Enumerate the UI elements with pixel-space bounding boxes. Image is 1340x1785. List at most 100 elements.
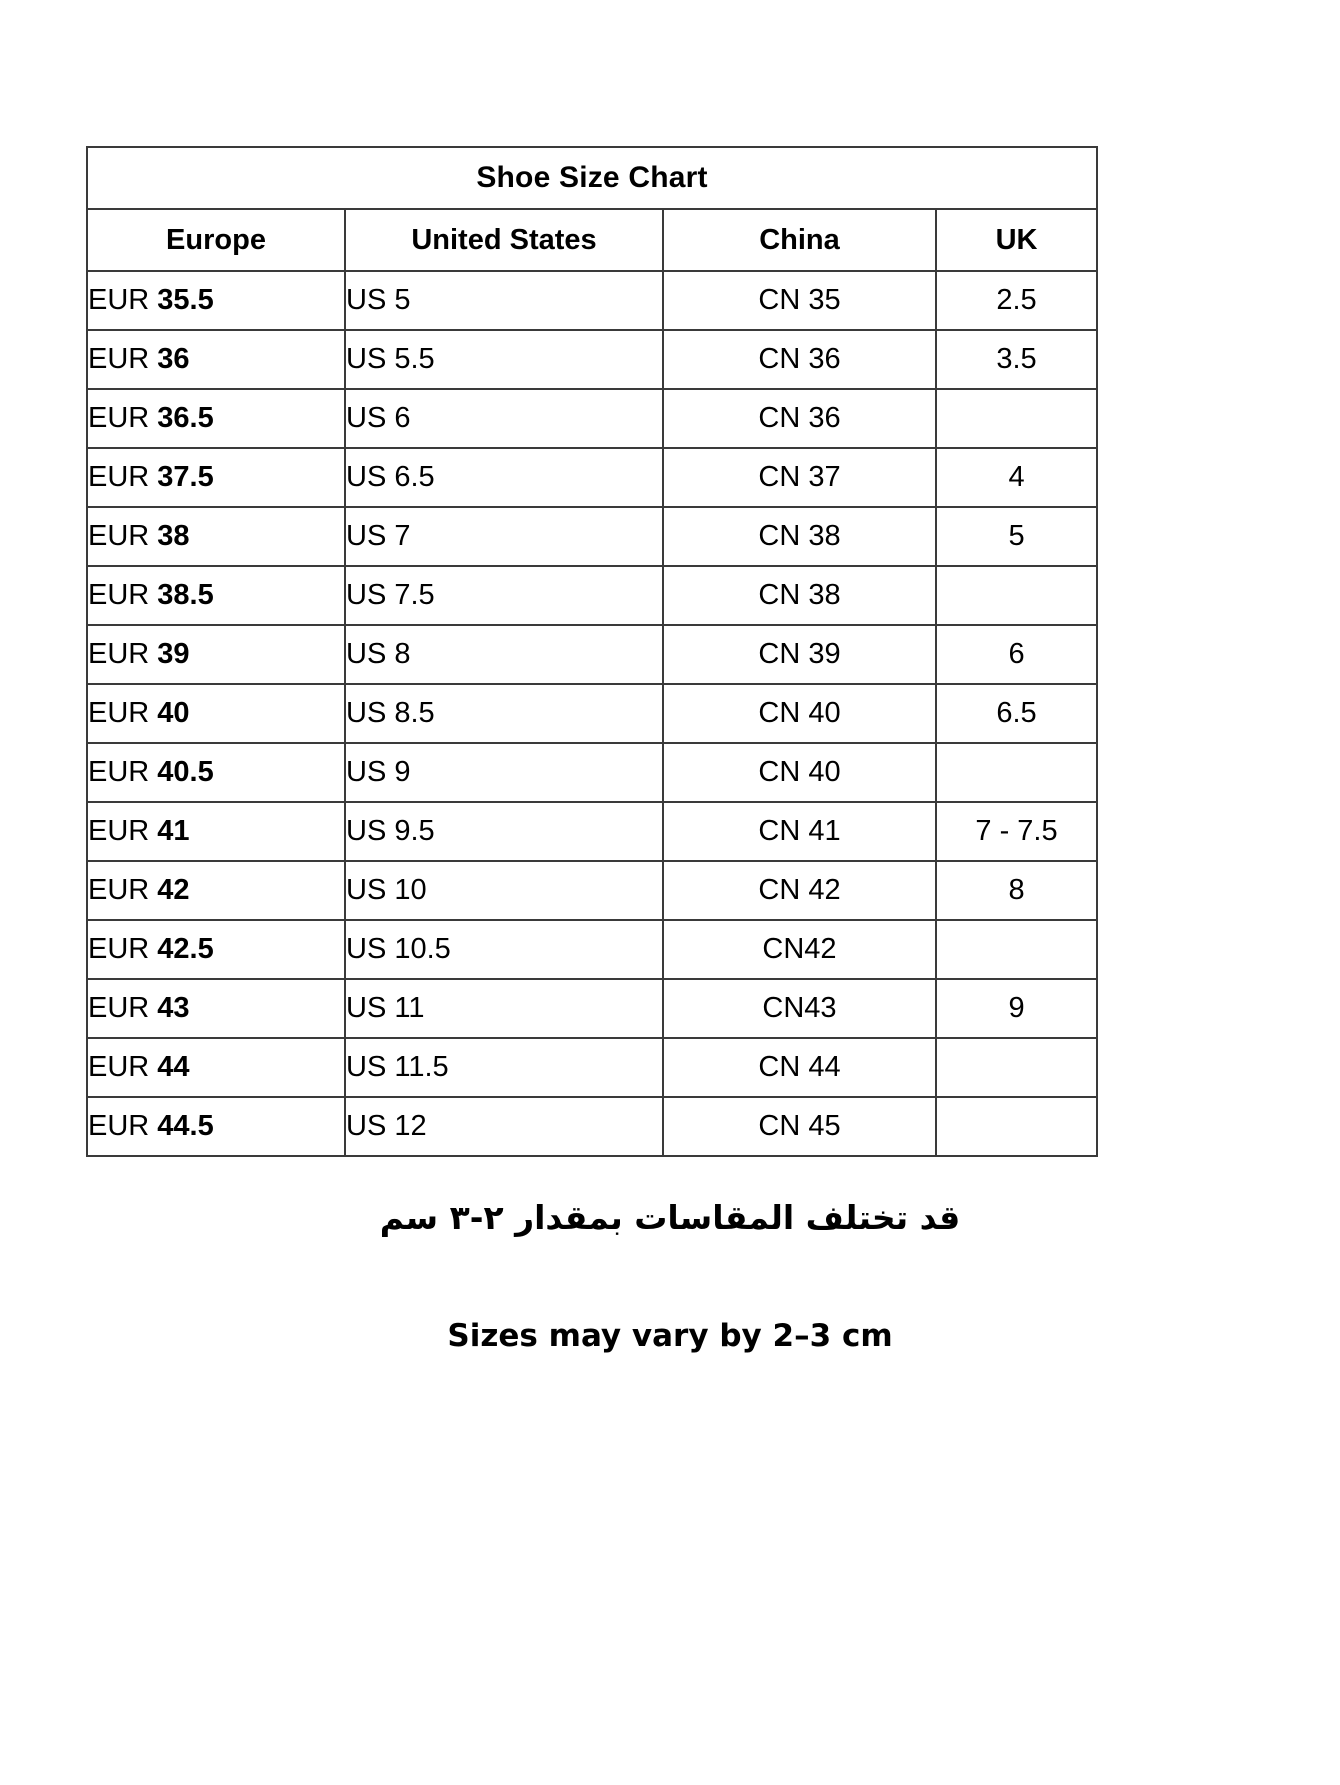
europe-prefix: EUR bbox=[88, 1051, 150, 1083]
europe-prefix: EUR bbox=[88, 697, 150, 729]
cell-united-states: US 7 bbox=[344, 506, 664, 567]
europe-value: 37.5 bbox=[157, 461, 214, 493]
cell-united-states: US 9.5 bbox=[344, 801, 664, 862]
note-arabic: قد تختلف المقاسات بمقدار ٢-٣ سم bbox=[379, 1198, 961, 1237]
table-header-row: Europe United States China UK bbox=[86, 208, 1099, 272]
cell-united-states: US 11 bbox=[344, 978, 664, 1039]
europe-prefix: EUR bbox=[88, 579, 150, 611]
europe-prefix: EUR bbox=[88, 1110, 150, 1142]
cell-uk: 6 bbox=[934, 624, 1099, 685]
cell-china: CN 36 bbox=[662, 388, 937, 449]
table-row: EUR 36 US 5.5 CN 36 3.5 bbox=[86, 329, 1099, 390]
cell-china: CN 38 bbox=[662, 565, 937, 626]
cell-china: CN 39 bbox=[662, 624, 937, 685]
cell-united-states: US 5.5 bbox=[344, 329, 664, 390]
cell-united-states: US 8 bbox=[344, 624, 664, 685]
cell-uk bbox=[934, 565, 1099, 626]
cell-europe: EUR 40 bbox=[86, 683, 346, 744]
cell-europe: EUR 40.5 bbox=[86, 742, 346, 803]
size-chart-table: Shoe Size Chart Europe United States Chi… bbox=[85, 146, 1099, 1157]
table-row: EUR 35.5 US 5 CN 35 2.5 bbox=[86, 270, 1099, 331]
note-english: Sizes may vary by 2–3 cm bbox=[447, 1318, 893, 1354]
cell-europe: EUR 42.5 bbox=[86, 919, 346, 980]
cell-uk: 2.5 bbox=[934, 270, 1099, 331]
cell-europe: EUR 37.5 bbox=[86, 447, 346, 508]
cell-europe: EUR 39 bbox=[86, 624, 346, 685]
cell-uk: 7 - 7.5 bbox=[934, 801, 1099, 862]
table-row: EUR 36.5 US 6 CN 36 bbox=[86, 388, 1099, 449]
europe-prefix: EUR bbox=[88, 461, 150, 493]
table-row: EUR 39 US 8 CN 39 6 bbox=[86, 624, 1099, 685]
cell-europe: EUR 42 bbox=[86, 860, 346, 921]
column-header-europe: Europe bbox=[86, 208, 346, 272]
table-title-row: Shoe Size Chart bbox=[85, 146, 1099, 210]
europe-value: 36.5 bbox=[157, 402, 214, 434]
europe-value: 38.5 bbox=[157, 579, 214, 611]
europe-prefix: EUR bbox=[88, 284, 150, 316]
europe-value: 42 bbox=[157, 874, 190, 906]
cell-uk: 6.5 bbox=[934, 683, 1099, 744]
table-row: EUR 38 US 7 CN 38 5 bbox=[86, 506, 1099, 567]
europe-prefix: EUR bbox=[88, 638, 150, 670]
column-header-china: China bbox=[662, 208, 937, 272]
table-row: EUR 44.5 US 12 CN 45 bbox=[86, 1096, 1099, 1157]
shoe-size-chart: Shoe Size Chart Europe United States Chi… bbox=[85, 146, 1099, 1157]
cell-china: CN 37 bbox=[662, 447, 937, 508]
cell-china: CN 40 bbox=[662, 683, 937, 744]
table-row: EUR 40 US 8.5 CN 40 6.5 bbox=[86, 683, 1099, 744]
cell-uk: 4 bbox=[934, 447, 1099, 508]
europe-prefix: EUR bbox=[88, 402, 150, 434]
cell-europe: EUR 38 bbox=[86, 506, 346, 567]
europe-prefix: EUR bbox=[88, 992, 150, 1024]
column-header-united-states: United States bbox=[344, 208, 664, 272]
cell-uk bbox=[934, 1037, 1099, 1098]
cell-united-states: US 5 bbox=[344, 270, 664, 331]
cell-china: CN 42 bbox=[662, 860, 937, 921]
europe-value: 39 bbox=[157, 638, 190, 670]
cell-uk bbox=[934, 742, 1099, 803]
europe-value: 41 bbox=[157, 815, 190, 847]
europe-value: 42.5 bbox=[157, 933, 214, 965]
europe-prefix: EUR bbox=[88, 343, 150, 375]
europe-value: 36 bbox=[157, 343, 190, 375]
cell-united-states: US 12 bbox=[344, 1096, 664, 1157]
cell-europe: EUR 44 bbox=[86, 1037, 346, 1098]
cell-uk: 9 bbox=[934, 978, 1099, 1039]
cell-united-states: US 8.5 bbox=[344, 683, 664, 744]
cell-uk: 8 bbox=[934, 860, 1099, 921]
cell-china: CN 36 bbox=[662, 329, 937, 390]
table-body: EUR 35.5 US 5 CN 35 2.5 EUR 36 US 5.5 CN 36 3.5… bbox=[86, 270, 1099, 1157]
europe-prefix: EUR bbox=[88, 874, 150, 906]
cell-united-states: US 6.5 bbox=[344, 447, 664, 508]
table-row: EUR 42.5 US 10.5 CN42 bbox=[86, 919, 1099, 980]
europe-value: 40 bbox=[157, 697, 190, 729]
europe-prefix: EUR bbox=[88, 756, 150, 788]
cell-europe: EUR 36.5 bbox=[86, 388, 346, 449]
cell-china: CN43 bbox=[662, 978, 937, 1039]
cell-europe: EUR 36 bbox=[86, 329, 346, 390]
table-row: EUR 44 US 11.5 CN 44 bbox=[86, 1037, 1099, 1098]
cell-united-states: US 10.5 bbox=[344, 919, 664, 980]
cell-china: CN 41 bbox=[662, 801, 937, 862]
europe-prefix: EUR bbox=[88, 815, 150, 847]
table-row: EUR 43 US 11 CN43 9 bbox=[86, 978, 1099, 1039]
cell-uk: 5 bbox=[934, 506, 1099, 567]
cell-china: CN 38 bbox=[662, 506, 937, 567]
table-row: EUR 37.5 US 6.5 CN 37 4 bbox=[86, 447, 1099, 508]
cell-uk bbox=[934, 388, 1099, 449]
cell-europe: EUR 35.5 bbox=[86, 270, 346, 331]
europe-prefix: EUR bbox=[88, 933, 150, 965]
table-row: EUR 41 US 9.5 CN 41 7 - 7.5 bbox=[86, 801, 1099, 862]
europe-value: 43 bbox=[157, 992, 190, 1024]
cell-united-states: US 7.5 bbox=[344, 565, 664, 626]
cell-china: CN 45 bbox=[662, 1096, 937, 1157]
cell-china: CN42 bbox=[662, 919, 937, 980]
europe-value: 40.5 bbox=[157, 756, 214, 788]
chart-title: Shoe Size Chart bbox=[85, 146, 1099, 210]
cell-china: CN 35 bbox=[662, 270, 937, 331]
cell-united-states: US 10 bbox=[344, 860, 664, 921]
cell-europe: EUR 44.5 bbox=[86, 1096, 346, 1157]
column-header-uk: UK bbox=[934, 208, 1099, 272]
europe-value: 38 bbox=[157, 520, 190, 552]
